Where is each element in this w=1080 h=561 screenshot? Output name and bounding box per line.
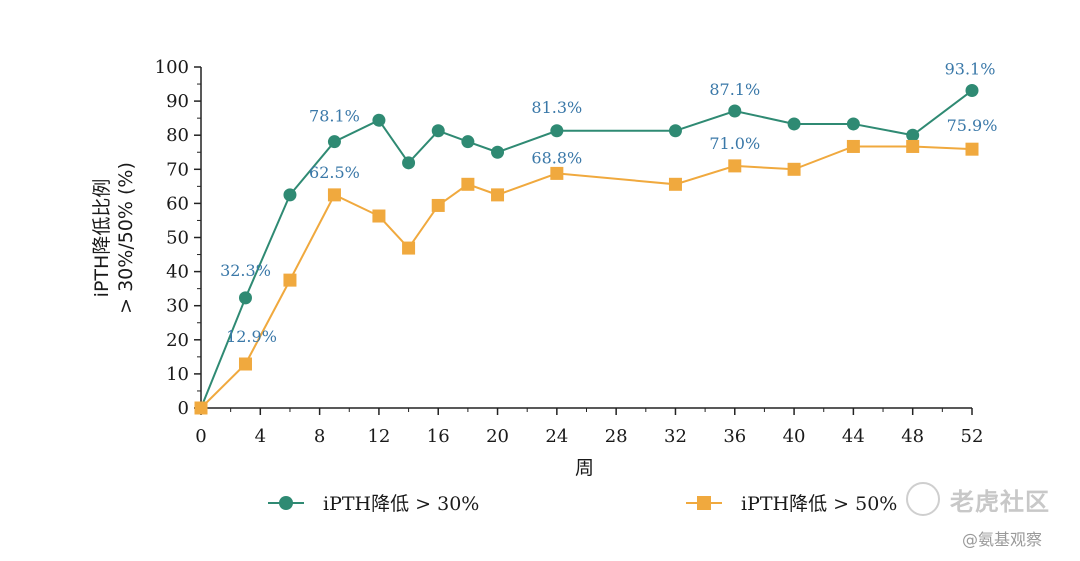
series-1-point: [491, 145, 505, 159]
x-tick-label: 12: [367, 426, 390, 447]
series-1-point: [906, 128, 920, 142]
series-2-point: [283, 273, 297, 287]
y-tick-label: 20: [166, 330, 189, 351]
series-2-point: [194, 401, 208, 415]
series-1-point: [402, 156, 416, 170]
y-tick-label: 60: [166, 193, 189, 214]
series-2-point: [728, 159, 742, 173]
series-2-point: [431, 198, 445, 212]
series-2-point: [372, 209, 386, 223]
x-tick-label: 8: [314, 426, 325, 447]
y-tick-label: 70: [166, 159, 189, 180]
series-2-point: [461, 177, 475, 191]
legend-label-1: iPTH降低 > 30%: [323, 493, 479, 515]
x-tick-label: 28: [605, 426, 628, 447]
y-axis-title-line1: iPTH降低比例: [91, 179, 113, 298]
x-tick-label: 44: [842, 426, 865, 447]
series-1-point: [431, 124, 445, 138]
series-2-point: [402, 241, 416, 255]
series-2-data-label: 75.9%: [947, 116, 998, 135]
x-tick-label: 32: [664, 426, 687, 447]
series-1-data-label: 93.1%: [945, 60, 996, 79]
x-tick-label: 36: [723, 426, 746, 447]
x-tick-label: 0: [195, 426, 206, 447]
series-2-point: [327, 188, 341, 202]
series-1-data-label: 78.1%: [309, 107, 360, 126]
x-tick-label: 40: [783, 426, 806, 447]
series-2-point: [550, 166, 564, 180]
series-2-point: [906, 139, 920, 153]
x-tick-label: 4: [255, 426, 266, 447]
legend-marker-2: [697, 496, 711, 510]
series-1-point: [550, 124, 564, 138]
series-2-point: [787, 162, 801, 176]
x-tick-label: 52: [961, 426, 984, 447]
chart-series: 32.3% 78.1% 81.3% 87.1% 93.1% 12.9% 62.5% 68.8%…: [194, 60, 998, 415]
series-1-point: [846, 117, 860, 131]
watermark-brand: 老虎社区: [950, 488, 1050, 516]
y-tick-label: 90: [166, 91, 189, 112]
series-2-data-label: 68.8%: [531, 148, 582, 167]
series-1-point: [787, 117, 801, 131]
series-1-point: [327, 135, 341, 149]
y-tick-label: 30: [166, 296, 189, 317]
legend-marker-1: [279, 496, 293, 510]
x-tick-label: 48: [901, 426, 924, 447]
series-1-point: [965, 84, 979, 98]
series-2-data-label: 12.9%: [226, 327, 277, 346]
series-1-point: [372, 113, 386, 127]
series-2-point: [668, 177, 682, 191]
series-2-point: [238, 357, 252, 371]
y-tick-label: 100: [155, 57, 189, 78]
series-1-point: [283, 188, 297, 202]
y-tick-label: 80: [166, 125, 189, 146]
series-1-point: [728, 104, 742, 118]
series-line-1: [200, 89, 973, 409]
series-2-data-label: 62.5%: [309, 163, 360, 182]
x-axis-title: 周: [575, 457, 594, 479]
series-1-data-label: 87.1%: [709, 80, 760, 99]
series-1-point: [238, 291, 252, 305]
watermark-logo-icon: [906, 482, 940, 516]
series-2-point: [491, 188, 505, 202]
series-2-data-label: 71.0%: [709, 134, 760, 153]
series-2-point: [846, 139, 860, 153]
series-1-point: [461, 135, 475, 149]
series-1-point: [668, 124, 682, 138]
y-tick-label: 0: [178, 398, 189, 419]
watermark-handle: @氨基观察: [962, 530, 1043, 549]
y-tick-label: 40: [166, 262, 189, 283]
x-tick-label: 24: [545, 426, 568, 447]
series-1-data-label: 81.3%: [531, 98, 582, 117]
series-1-data-label: 32.3%: [220, 261, 271, 280]
x-tick-label: 16: [427, 426, 450, 447]
y-tick-label: 50: [166, 228, 189, 249]
legend-label-2: iPTH降低 > 50%: [741, 493, 897, 515]
series-2-point: [965, 142, 979, 156]
y-tick-label: 10: [166, 364, 189, 385]
x-tick-label: 20: [486, 426, 509, 447]
chart-legend: iPTH降低 > 30% iPTH降低 > 50%: [268, 493, 897, 515]
series-line-2: [200, 145, 973, 409]
y-axis-title-line2: > 30%/50% (%): [115, 162, 137, 314]
